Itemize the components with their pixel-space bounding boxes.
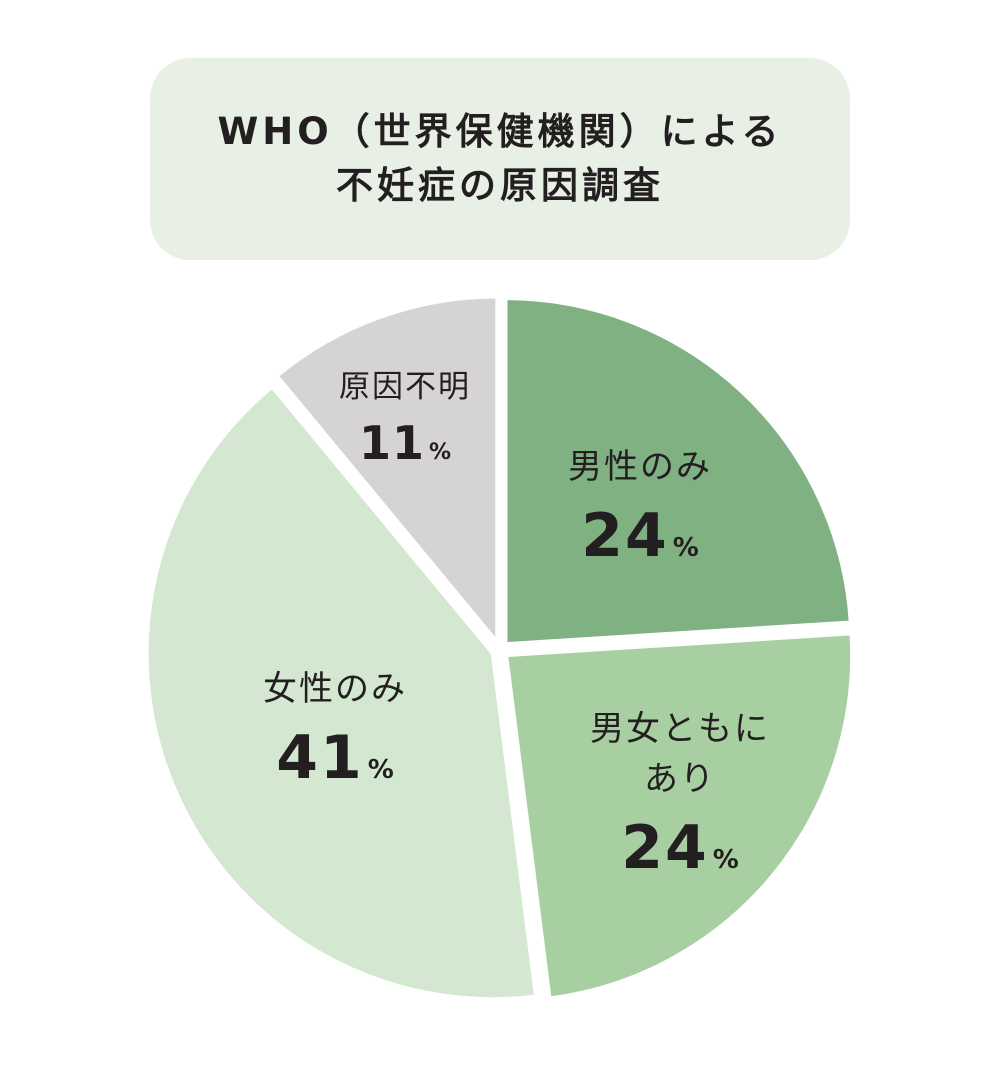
slice-value-label: 24%	[581, 501, 699, 571]
slice-category-label: 男性のみ	[568, 447, 712, 487]
chart-title-line-1: WHO（世界保健機関）による	[217, 109, 783, 153]
slice-category-label: 男女ともに	[590, 709, 770, 749]
chart-title-line-2: 不妊症の原因調査	[336, 164, 664, 207]
slice-unknown-label: 原因不明 11%	[339, 369, 471, 470]
slice-value-label: 11%	[359, 416, 451, 470]
slice-value-label: 24%	[621, 813, 739, 883]
slice-male-only	[503, 296, 853, 647]
slice-value-label: 41%	[276, 723, 394, 793]
slice-female-only	[144, 384, 539, 1002]
slice-both	[504, 631, 855, 1001]
slice-category-label: 原因不明	[339, 369, 471, 405]
chart-title-box: WHO（世界保健機関）による 不妊症の原因調査	[150, 58, 850, 260]
slice-female-only-label: 女性のみ 41%	[263, 669, 407, 793]
slice-unknown	[274, 294, 500, 645]
slice-male-only-label: 男性のみ 24%	[568, 447, 712, 571]
slice-category-label: 女性のみ	[263, 669, 407, 709]
pie-slices	[144, 294, 855, 1002]
slice-category-label: あり	[644, 759, 716, 799]
